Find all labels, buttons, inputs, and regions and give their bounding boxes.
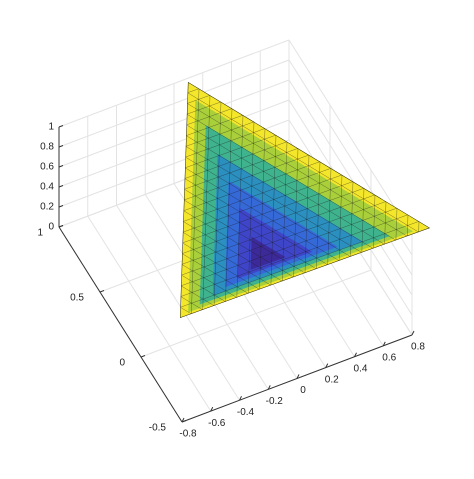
y-tick bbox=[100, 291, 104, 293]
x-tick-label: 0 bbox=[300, 385, 306, 396]
y-tick-label: 0.5 bbox=[70, 293, 84, 304]
z-tick-label: 0.6 bbox=[40, 162, 54, 173]
y-tick-label: 1 bbox=[37, 228, 43, 239]
x-tick-label: -0.4 bbox=[237, 407, 255, 418]
z-tick-label: 0.4 bbox=[40, 182, 54, 193]
x-tick-label: -0.8 bbox=[179, 429, 197, 440]
y-tick-label: 0 bbox=[119, 358, 125, 369]
x-tick-label: 0.6 bbox=[382, 353, 396, 364]
y-tick-label: -0.5 bbox=[149, 423, 167, 434]
x-tick-label: 0.2 bbox=[325, 374, 339, 385]
x-tick-label: 0.8 bbox=[411, 342, 425, 353]
z-tick-label: 1 bbox=[48, 122, 54, 133]
z-tick-label: 0.8 bbox=[40, 142, 54, 153]
z-tick-label: 0 bbox=[48, 222, 54, 233]
z-tick bbox=[59, 206, 63, 208]
y-tick bbox=[141, 356, 145, 358]
y-axis bbox=[59, 227, 182, 422]
z-tick bbox=[59, 226, 63, 228]
z-tick bbox=[59, 146, 63, 148]
z-tick-label: 0.2 bbox=[40, 202, 54, 213]
z-tick bbox=[59, 186, 63, 188]
x-tick-label: -0.2 bbox=[266, 396, 284, 407]
x-tick-label: 0.4 bbox=[354, 363, 368, 374]
z-tick bbox=[59, 126, 63, 128]
z-tick bbox=[59, 166, 63, 168]
x-tick-label: -0.6 bbox=[208, 418, 226, 429]
surface bbox=[176, 73, 439, 321]
